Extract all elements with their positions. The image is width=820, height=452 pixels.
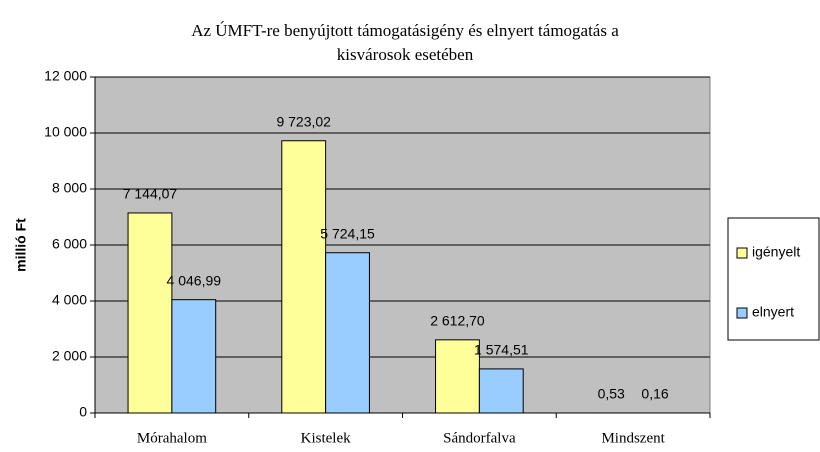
chart-title: kisvárosok esetében xyxy=(337,45,474,64)
value-label: 9 723,02 xyxy=(276,113,331,129)
y-tick-label: 10 000 xyxy=(44,124,87,140)
y-tick-label: 2 000 xyxy=(52,348,87,364)
x-tick-label: Kistelek xyxy=(301,430,351,446)
y-tick-label: 8 000 xyxy=(52,180,87,196)
value-label: 7 144,07 xyxy=(123,186,178,202)
value-label: 0,53 xyxy=(598,386,625,402)
y-tick-label: 4 000 xyxy=(52,292,87,308)
value-label: 2 612,70 xyxy=(430,313,485,329)
value-label: 1 574,51 xyxy=(474,342,529,358)
legend-label: igényelt xyxy=(752,244,800,260)
x-tick-label: Mindszent xyxy=(601,430,665,446)
bar xyxy=(435,339,480,414)
bar xyxy=(127,212,173,414)
value-label: 5 724,15 xyxy=(320,225,375,241)
legend-swatch xyxy=(736,247,748,259)
y-tick-label: 12 000 xyxy=(44,68,87,84)
legend xyxy=(727,217,820,341)
value-label: 0,16 xyxy=(641,386,668,402)
bar xyxy=(281,140,327,414)
y-tick-label: 0 xyxy=(79,404,87,420)
y-axis-label: millió Ft xyxy=(13,218,29,272)
bar xyxy=(171,299,217,414)
value-label: 4 046,99 xyxy=(167,272,222,288)
x-tick-label: Sándorfalva xyxy=(443,430,516,446)
chart-title: Az ÚMFT-re benyújtott támogatásigény és … xyxy=(191,21,619,40)
legend-label: elnyert xyxy=(752,304,794,320)
x-tick-label: Mórahalom xyxy=(137,430,207,446)
bar xyxy=(478,368,524,414)
y-tick-label: 6 000 xyxy=(52,236,87,252)
legend-swatch xyxy=(736,307,748,319)
bar xyxy=(325,252,370,414)
